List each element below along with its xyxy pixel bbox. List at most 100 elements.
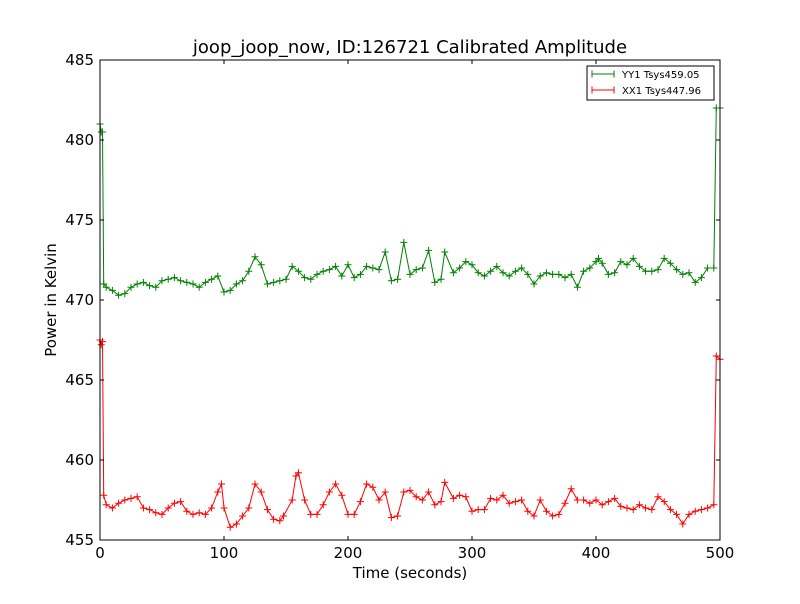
data-point bbox=[214, 488, 222, 496]
data-point bbox=[642, 267, 650, 275]
data-point bbox=[381, 488, 389, 496]
data-point bbox=[441, 248, 449, 256]
data-point bbox=[121, 496, 129, 504]
data-point bbox=[412, 493, 420, 501]
data-point bbox=[139, 278, 147, 286]
x-tick-label: 400 bbox=[582, 544, 611, 562]
legend-box bbox=[586, 65, 715, 101]
data-point bbox=[251, 480, 259, 488]
x-tick-label: 300 bbox=[458, 544, 487, 562]
data-point bbox=[288, 262, 296, 270]
data-point bbox=[518, 496, 526, 504]
data-point bbox=[251, 253, 259, 261]
data-point bbox=[561, 274, 569, 282]
data-point bbox=[518, 264, 526, 272]
data-point bbox=[456, 491, 464, 499]
data-point bbox=[325, 488, 333, 496]
series-line bbox=[99, 107, 720, 296]
data-point bbox=[611, 269, 619, 277]
data-point bbox=[220, 504, 228, 512]
data-point bbox=[218, 480, 226, 488]
data-point bbox=[679, 270, 687, 278]
data-point bbox=[487, 494, 495, 502]
data-point bbox=[617, 502, 625, 510]
data-point bbox=[127, 494, 135, 502]
data-point bbox=[474, 269, 482, 277]
data-point bbox=[493, 496, 501, 504]
data-point bbox=[712, 352, 720, 360]
data-point bbox=[245, 504, 253, 512]
data-point bbox=[635, 262, 643, 270]
data-point bbox=[375, 266, 383, 274]
data-point bbox=[611, 494, 619, 502]
data-point bbox=[280, 512, 288, 520]
data-point bbox=[549, 270, 557, 278]
data-point bbox=[592, 496, 600, 504]
y-tick-label: 460 bbox=[65, 451, 94, 469]
data-point bbox=[425, 246, 433, 254]
data-point bbox=[586, 499, 594, 507]
data-point bbox=[580, 267, 588, 275]
data-point bbox=[536, 496, 544, 504]
data-point bbox=[100, 491, 108, 499]
data-point bbox=[257, 488, 265, 496]
data-point bbox=[555, 510, 563, 518]
data-point bbox=[332, 480, 340, 488]
data-point bbox=[412, 266, 420, 274]
data-point bbox=[660, 498, 668, 506]
data-point bbox=[170, 274, 178, 282]
data-point bbox=[369, 264, 377, 272]
data-point bbox=[499, 491, 507, 499]
x-tick-label: 200 bbox=[334, 544, 363, 562]
data-point bbox=[623, 504, 631, 512]
data-point bbox=[431, 501, 439, 509]
data-point bbox=[604, 270, 612, 278]
data-point bbox=[301, 496, 309, 504]
data-point bbox=[654, 493, 662, 501]
data-point bbox=[158, 510, 166, 518]
data-point bbox=[505, 272, 513, 280]
y-tick-label: 480 bbox=[65, 131, 94, 149]
data-point bbox=[263, 506, 271, 514]
data-point bbox=[511, 498, 519, 506]
data-point bbox=[177, 277, 185, 285]
data-point bbox=[536, 272, 544, 280]
data-point bbox=[542, 269, 550, 277]
data-point bbox=[666, 259, 674, 267]
data-point bbox=[158, 277, 166, 285]
data-point bbox=[208, 504, 216, 512]
data-point bbox=[685, 510, 693, 518]
data-point bbox=[594, 254, 602, 262]
data-point bbox=[102, 283, 110, 291]
legend-label-yy1: YY1 Tsys459.05 bbox=[621, 70, 700, 81]
data-point bbox=[555, 270, 563, 278]
data-point bbox=[108, 504, 116, 512]
legend: YY1 Tsys459.05 XX1 Tsys447.96 bbox=[586, 65, 715, 101]
data-point bbox=[561, 499, 569, 507]
data-point bbox=[697, 274, 705, 282]
data-point bbox=[685, 269, 693, 277]
data-point bbox=[183, 278, 191, 286]
series-layer bbox=[96, 104, 724, 531]
data-point bbox=[319, 501, 327, 509]
data-point bbox=[350, 274, 358, 282]
data-point bbox=[480, 506, 488, 514]
data-point bbox=[387, 514, 395, 522]
data-point bbox=[189, 280, 197, 288]
data-point bbox=[115, 291, 123, 299]
data-point bbox=[363, 480, 371, 488]
data-point bbox=[356, 270, 364, 278]
data-point bbox=[394, 512, 402, 520]
x-tick-label: 500 bbox=[706, 544, 735, 562]
data-point bbox=[642, 504, 650, 512]
data-point bbox=[127, 283, 135, 291]
data-point bbox=[381, 248, 389, 256]
data-point bbox=[629, 254, 637, 262]
data-point bbox=[133, 493, 141, 501]
data-point bbox=[220, 288, 228, 296]
x-axis: 0 100 200 300 400 500 bbox=[95, 60, 734, 562]
data-point bbox=[344, 261, 352, 269]
data-point bbox=[400, 488, 408, 496]
data-point bbox=[437, 275, 445, 283]
data-point bbox=[108, 286, 116, 294]
